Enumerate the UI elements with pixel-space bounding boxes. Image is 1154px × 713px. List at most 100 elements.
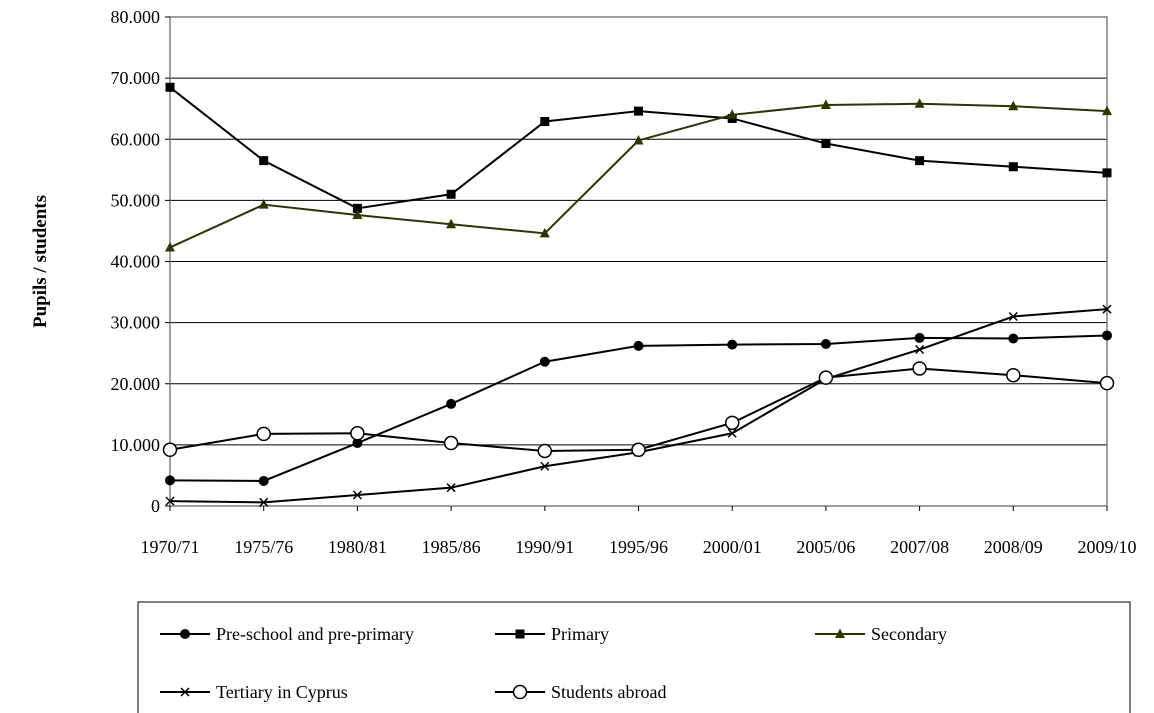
data-point [540, 117, 550, 127]
y-tick-label: 70.000 [111, 68, 161, 88]
data-point [914, 98, 925, 108]
y-tick-label: 50.000 [111, 190, 161, 210]
y-tick-label: 80.000 [111, 7, 161, 27]
data-point [915, 156, 925, 166]
data-point [820, 339, 831, 350]
legend-label: Students abroad [551, 682, 666, 702]
data-point [914, 332, 925, 343]
data-point [165, 82, 175, 92]
data-point [1008, 333, 1019, 344]
data-point [727, 428, 737, 438]
data-point [915, 344, 925, 355]
x-tick-label: 2007/08 [890, 537, 949, 557]
data-point [165, 241, 175, 252]
x-tick-label: 2008/09 [984, 537, 1043, 557]
data-point [256, 426, 271, 442]
data-point [1006, 367, 1021, 383]
legend-item: Secondary [815, 624, 947, 644]
y-tick-label: 20.000 [111, 374, 161, 394]
x-tick-label: 2005/06 [796, 537, 855, 557]
data-point [633, 340, 644, 351]
data-point [515, 629, 525, 639]
series-pre-school-and-pre-primary [165, 330, 1112, 486]
data-point [912, 361, 927, 376]
data-point [259, 497, 269, 507]
x-tick-label: 1970/71 [140, 537, 199, 557]
legend-label: Secondary [871, 624, 947, 644]
y-tick-label: 10.000 [111, 435, 161, 455]
data-point [631, 442, 646, 458]
x-tick-label: 2000/01 [703, 537, 762, 557]
data-point [258, 475, 269, 486]
data-point [820, 99, 831, 110]
legend-item: Tertiary in Cyprus [160, 682, 348, 702]
data-point [1102, 330, 1112, 341]
data-point [352, 490, 362, 500]
series-group [162, 82, 1115, 507]
x-tick-label: 1975/76 [234, 537, 293, 557]
data-point [724, 415, 740, 431]
data-point [539, 227, 550, 238]
data-point [1008, 311, 1018, 322]
legend-box [137, 601, 1131, 713]
data-point [633, 134, 644, 145]
data-point [727, 339, 738, 350]
data-point [162, 442, 178, 458]
y-tick-label: 0 [151, 496, 160, 516]
series-students-abroad [162, 361, 1115, 459]
data-point [180, 687, 190, 697]
data-point [165, 496, 175, 506]
data-point [1102, 105, 1112, 116]
legend-label: Primary [551, 624, 609, 644]
data-point [727, 109, 738, 119]
legend-item: Primary [495, 624, 609, 644]
legend-label: Pre-school and pre-primary [216, 624, 414, 644]
data-point [446, 483, 456, 493]
legend-label: Tertiary in Cyprus [216, 682, 348, 702]
data-point [634, 106, 643, 116]
data-point [165, 475, 175, 486]
data-point [258, 199, 269, 209]
data-point [446, 189, 456, 199]
series-secondary [165, 98, 1112, 252]
x-tick-label: 1985/86 [422, 537, 481, 557]
data-point [1008, 100, 1019, 111]
data-point [540, 461, 550, 471]
data-point [259, 156, 269, 166]
y-tick-label: 30.000 [111, 313, 161, 333]
legend-item: Students abroad [495, 682, 666, 702]
data-point [352, 209, 363, 220]
data-point [537, 443, 553, 459]
series-line [169, 334, 1108, 482]
x-tick-label: 1995/96 [609, 537, 668, 557]
data-point [512, 684, 528, 700]
legend: Pre-school and pre-primary Primary Seconda… [137, 601, 1131, 713]
data-point [352, 203, 362, 213]
series-line [169, 102, 1108, 249]
data-point [1102, 168, 1112, 178]
x-tick-label: 2009/10 [1077, 537, 1136, 557]
data-point [446, 218, 457, 229]
data-point [835, 628, 845, 638]
data-point [350, 426, 365, 441]
x-axis-ticks: 1970/71 1975/76 1980/81 1985/86 1990/91 1995/… [140, 506, 1137, 557]
y-axis-label: Pupils / students [30, 195, 51, 328]
y-tick-label: 60.000 [111, 129, 161, 149]
grid-lines [170, 16, 1107, 446]
data-point [821, 139, 831, 149]
series-tertiary-in-cyprus [165, 304, 1112, 507]
data-point [1099, 375, 1115, 391]
data-point [1008, 162, 1018, 172]
y-axis-ticks: 0 10.000 20.000 30.000 40.000 50.000 60.000 70.… [111, 7, 170, 516]
y-tick-label: 40.000 [111, 252, 161, 272]
data-point [539, 356, 550, 367]
x-tick-label: 1980/81 [328, 537, 387, 557]
data-point [818, 370, 834, 385]
legend-item: Pre-school and pre-primary [160, 624, 414, 644]
series-line [169, 367, 1108, 452]
data-point [180, 629, 190, 639]
data-point [443, 435, 459, 451]
x-tick-label: 1990/91 [515, 537, 574, 557]
series-primary [165, 82, 1112, 213]
